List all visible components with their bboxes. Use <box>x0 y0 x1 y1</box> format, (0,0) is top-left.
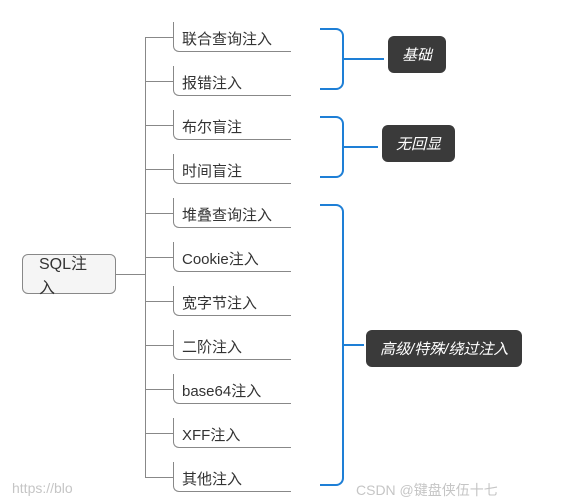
child-node: 其他注入 <box>173 462 291 492</box>
connector-branch <box>145 389 173 390</box>
watermark-right: CSDN @键盘侠伍十七 <box>356 480 498 500</box>
child-node: 宽字节注入 <box>173 286 291 316</box>
child-node: 联合查询注入 <box>173 22 291 52</box>
root-label: SQL注入 <box>39 250 99 298</box>
category-label: 基础 <box>388 36 446 73</box>
connector-branch <box>145 169 173 170</box>
child-node: 时间盲注 <box>173 154 291 184</box>
category-label: 无回显 <box>382 125 455 162</box>
bracket-tail <box>344 146 378 148</box>
child-label: 其他注入 <box>182 468 242 489</box>
child-label: 报错注入 <box>182 72 242 93</box>
child-label: 宽字节注入 <box>182 292 257 313</box>
child-label: 时间盲注 <box>182 160 242 181</box>
connector-branch <box>145 345 173 346</box>
child-label: 堆叠查询注入 <box>182 204 272 225</box>
child-node: base64注入 <box>173 374 291 404</box>
child-label: XFF注入 <box>182 424 240 445</box>
category-text: 基础 <box>402 47 432 64</box>
connector-branch <box>145 37 173 38</box>
watermark-left: https://blo <box>12 480 73 496</box>
connector-branch <box>145 301 173 302</box>
category-text: 无回显 <box>396 136 441 153</box>
child-node: 报错注入 <box>173 66 291 96</box>
connector-branch <box>145 125 173 126</box>
connector-branch <box>145 81 173 82</box>
child-node: 布尔盲注 <box>173 110 291 140</box>
category-text: 高级/特殊/绕过注入 <box>380 341 508 358</box>
child-label: 布尔盲注 <box>182 116 242 137</box>
child-label: Cookie注入 <box>182 248 259 269</box>
root-node: SQL注入 <box>22 254 116 294</box>
child-node: 二阶注入 <box>173 330 291 360</box>
bracket <box>320 116 344 178</box>
child-label: base64注入 <box>182 380 261 401</box>
connector-branch <box>145 213 173 214</box>
bracket <box>320 204 344 486</box>
connector-branch <box>145 477 173 478</box>
connector-branch <box>145 257 173 258</box>
connector-branch <box>145 433 173 434</box>
bracket <box>320 28 344 90</box>
child-node: XFF注入 <box>173 418 291 448</box>
child-label: 联合查询注入 <box>182 28 272 49</box>
child-node: 堆叠查询注入 <box>173 198 291 228</box>
child-node: Cookie注入 <box>173 242 291 272</box>
child-label: 二阶注入 <box>182 336 242 357</box>
category-label: 高级/特殊/绕过注入 <box>366 330 522 367</box>
connector-root <box>116 274 145 275</box>
bracket-tail <box>344 58 384 60</box>
bracket-tail <box>344 344 364 346</box>
